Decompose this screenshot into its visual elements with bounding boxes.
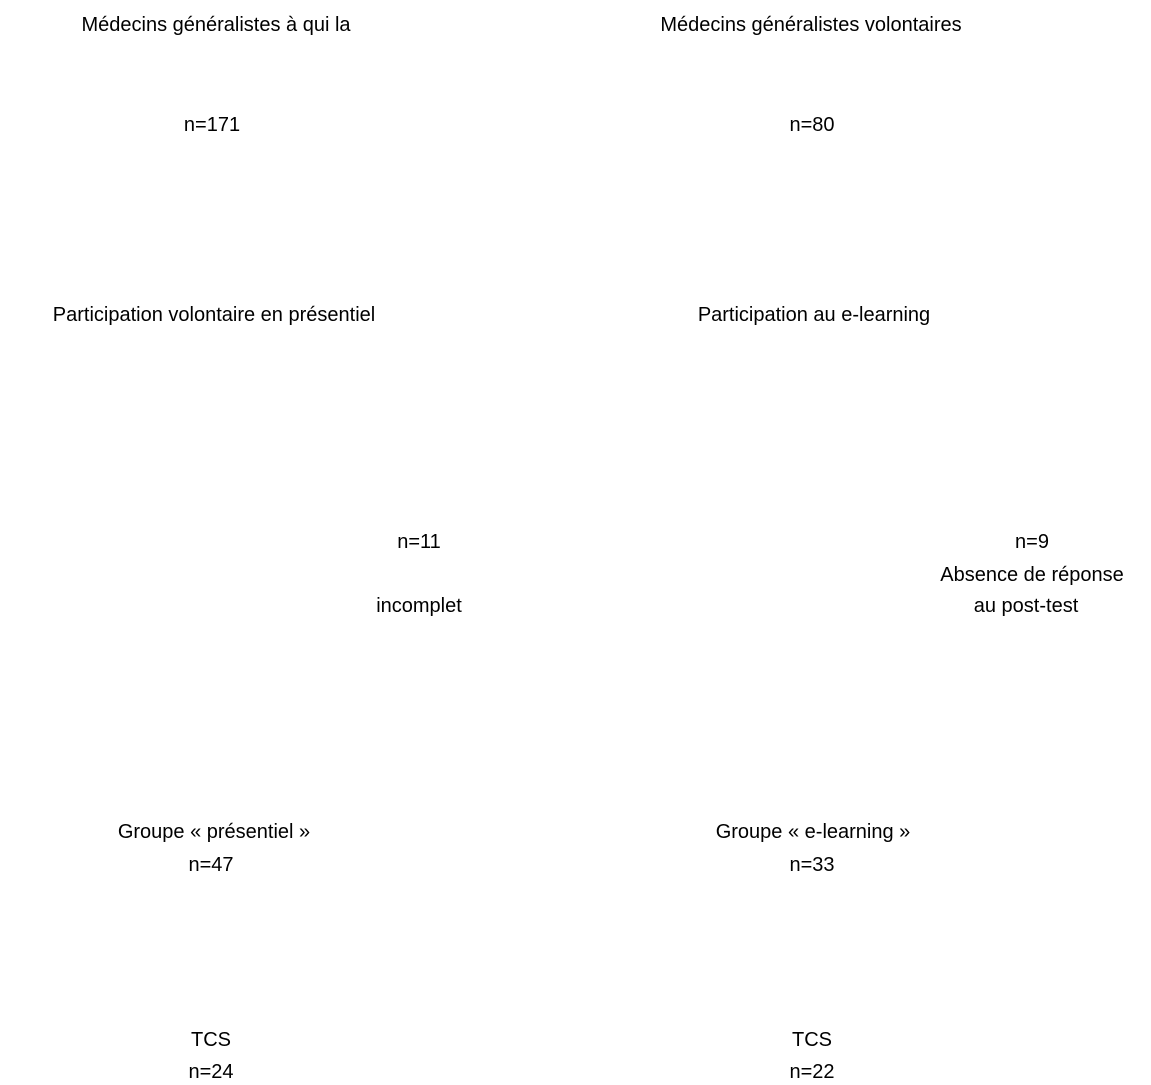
right-excluded-reason-line1: Absence de réponse — [940, 564, 1124, 586]
right-excluded-count: n=9 — [1015, 531, 1049, 553]
left-participation-label: Participation volontaire en présentiel — [52, 304, 376, 326]
left-excluded-count: n=11 — [397, 531, 441, 553]
right-group-count: n=33 — [789, 854, 835, 876]
right-excluded-reason-line2: au post-test — [973, 595, 1079, 617]
right-top-count: n=80 — [789, 114, 835, 136]
right-group-label: Groupe « e-learning » — [715, 821, 911, 843]
left-top-count: n=171 — [183, 114, 241, 136]
right-tcs-label: TCS — [792, 1029, 832, 1051]
right-participation-label: Participation au e-learning — [697, 304, 931, 326]
left-group-label: Groupe « présentiel » — [117, 821, 311, 843]
left-top-title: Médecins généralistes à qui la — [81, 14, 351, 36]
left-group-count: n=47 — [188, 854, 234, 876]
left-excluded-reason: incomplet — [376, 595, 462, 617]
left-tcs-label: TCS — [191, 1029, 231, 1051]
right-tcs-count: n=22 — [789, 1061, 835, 1083]
left-tcs-count: n=24 — [188, 1061, 234, 1083]
right-top-title: Médecins généralistes volontaires — [660, 14, 962, 36]
